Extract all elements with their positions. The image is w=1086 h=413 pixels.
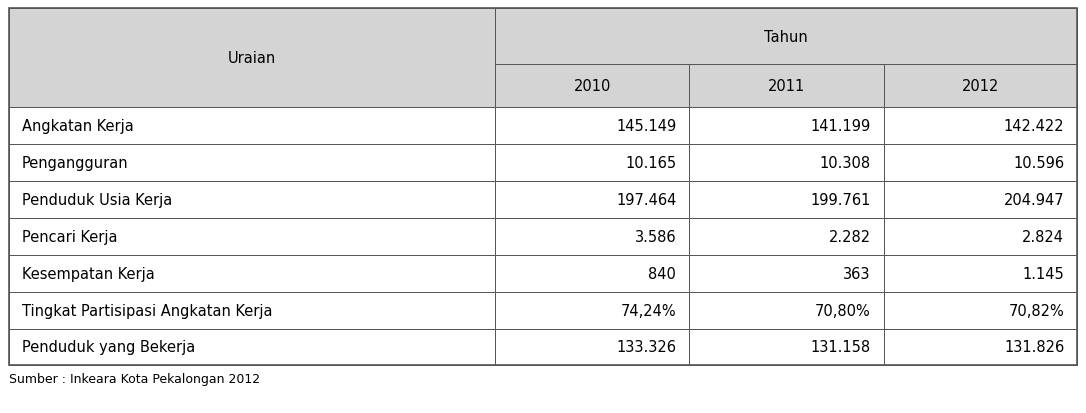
Bar [690, 65, 884, 108]
Bar [9, 292, 495, 329]
Bar [690, 145, 884, 182]
Bar [9, 145, 495, 182]
Bar [9, 255, 495, 292]
Text: 3.586: 3.586 [634, 229, 677, 244]
Text: 2012: 2012 [962, 79, 999, 94]
Bar [690, 108, 884, 145]
Bar [9, 182, 495, 218]
Text: 1.145: 1.145 [1023, 266, 1064, 281]
Text: 204.947: 204.947 [1003, 192, 1064, 208]
Text: 70,80%: 70,80% [816, 303, 871, 318]
Text: 74,24%: 74,24% [621, 303, 677, 318]
Text: 10.308: 10.308 [820, 156, 871, 171]
Text: 2011: 2011 [768, 79, 806, 94]
Text: Uraian: Uraian [228, 51, 276, 66]
Bar [9, 9, 1077, 366]
Bar [884, 145, 1077, 182]
Text: Tahun: Tahun [765, 29, 808, 45]
Bar [884, 218, 1077, 255]
Text: 10.165: 10.165 [626, 156, 677, 171]
Bar [495, 218, 690, 255]
Text: Penduduk yang Bekerja: Penduduk yang Bekerja [22, 339, 195, 355]
Bar [690, 218, 884, 255]
Text: 145.149: 145.149 [616, 119, 677, 134]
Text: Sumber : Inkeara Kota Pekalongan 2012: Sumber : Inkeara Kota Pekalongan 2012 [9, 372, 260, 385]
Bar [495, 65, 690, 108]
Text: 197.464: 197.464 [616, 192, 677, 208]
Bar [884, 65, 1077, 108]
Text: 133.326: 133.326 [617, 339, 677, 355]
Text: 141.199: 141.199 [810, 119, 871, 134]
Bar [495, 255, 690, 292]
Bar [9, 218, 495, 255]
Text: 363: 363 [844, 266, 871, 281]
Text: 70,82%: 70,82% [1009, 303, 1064, 318]
Bar [9, 108, 495, 145]
Text: 142.422: 142.422 [1003, 119, 1064, 134]
Text: 840: 840 [648, 266, 677, 281]
Text: Pengangguran: Pengangguran [22, 156, 128, 171]
Bar [495, 9, 1077, 65]
Text: 10.596: 10.596 [1013, 156, 1064, 171]
Bar [884, 292, 1077, 329]
Bar [884, 182, 1077, 218]
Bar [690, 182, 884, 218]
Text: Kesempatan Kerja: Kesempatan Kerja [22, 266, 154, 281]
Bar [884, 255, 1077, 292]
Bar [9, 329, 495, 366]
Bar [495, 292, 690, 329]
Text: Penduduk Usia Kerja: Penduduk Usia Kerja [22, 192, 172, 208]
Text: Angkatan Kerja: Angkatan Kerja [22, 119, 134, 134]
Text: Tingkat Partisipasi Angkatan Kerja: Tingkat Partisipasi Angkatan Kerja [22, 303, 273, 318]
Bar [495, 182, 690, 218]
Text: 199.761: 199.761 [810, 192, 871, 208]
Text: 2010: 2010 [573, 79, 610, 94]
Bar [884, 108, 1077, 145]
Bar [9, 9, 495, 108]
Text: 131.158: 131.158 [811, 339, 871, 355]
Bar [495, 108, 690, 145]
Bar [884, 329, 1077, 366]
Bar [495, 145, 690, 182]
Text: 2.824: 2.824 [1022, 229, 1064, 244]
Text: 131.826: 131.826 [1005, 339, 1064, 355]
Bar [690, 292, 884, 329]
Bar [690, 329, 884, 366]
Bar [690, 255, 884, 292]
Bar [495, 329, 690, 366]
Text: Pencari Kerja: Pencari Kerja [22, 229, 117, 244]
Text: 2.282: 2.282 [829, 229, 871, 244]
